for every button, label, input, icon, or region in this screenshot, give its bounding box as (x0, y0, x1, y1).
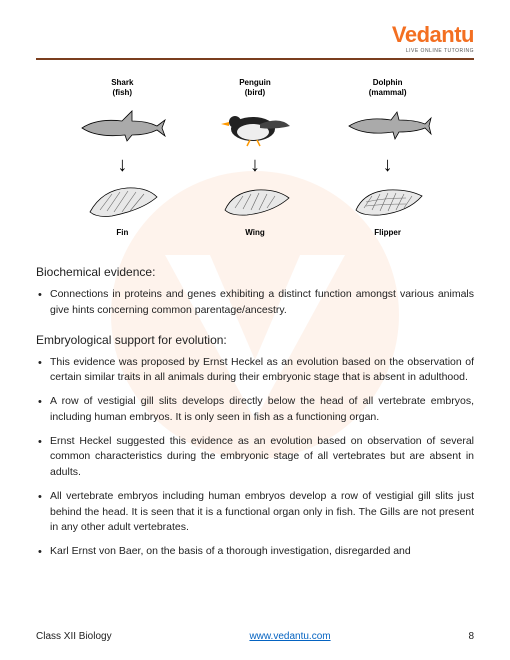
wing-icon (215, 182, 295, 222)
footer-left: Class XII Biology (36, 631, 112, 642)
list-item: Connections in proteins and genes exhibi… (50, 287, 474, 319)
arrow-icon: ↓ (200, 155, 310, 175)
fin-icon (82, 182, 162, 222)
dolphin-icon (343, 106, 433, 146)
logo-subtitle: LIVE ONLINE TUTORING (392, 48, 474, 54)
col-type: (fish) (113, 88, 133, 97)
diagram-col-penguin: Penguin (bird) ↓ (200, 78, 310, 237)
list-item: Ernst Heckel suggested this evidence as … (50, 434, 474, 481)
arrow-icon: ↓ (333, 155, 443, 175)
arrow-icon: ↓ (67, 155, 177, 175)
list-item: A row of vestigial gill slits develops d… (50, 394, 474, 426)
col-type: (mammal) (369, 88, 407, 97)
limb-label: Flipper (333, 228, 443, 237)
col-type: (bird) (245, 88, 265, 97)
list-item: All vertebrate embryos including human e… (50, 489, 474, 536)
logo-text: Vedantu (392, 22, 474, 48)
page-footer: Class XII Biology www.vedantu.com 8 (36, 631, 474, 642)
col-name: Dolphin (373, 78, 403, 87)
limb-label: Wing (200, 228, 310, 237)
bullet-list: Connections in proteins and genes exhibi… (36, 287, 474, 319)
limb-label: Fin (67, 228, 177, 237)
footer-link[interactable]: www.vedantu.com (249, 631, 330, 642)
brand-logo: Vedantu LIVE ONLINE TUTORING (392, 22, 474, 54)
penguin-icon (215, 104, 295, 149)
header-rule (36, 58, 474, 60)
section-title-embryological: Embryological support for evolution: (36, 333, 474, 347)
shark-icon (77, 106, 167, 146)
diagram-col-dolphin: Dolphin (mammal) ↓ Flipper (333, 78, 443, 237)
list-item: Karl Ernst von Baer, on the basis of a t… (50, 544, 474, 560)
limb-diagram: Shark (fish) ↓ Fin (56, 78, 454, 237)
bullet-list: This evidence was proposed by Ernst Heck… (36, 355, 474, 560)
diagram-col-shark: Shark (fish) ↓ Fin (67, 78, 177, 237)
section-title-biochemical: Biochemical evidence: (36, 265, 474, 279)
col-name: Shark (111, 78, 133, 87)
page-number: 8 (468, 631, 474, 642)
list-item: This evidence was proposed by Ernst Heck… (50, 355, 474, 387)
flipper-icon (348, 182, 428, 222)
col-name: Penguin (239, 78, 271, 87)
